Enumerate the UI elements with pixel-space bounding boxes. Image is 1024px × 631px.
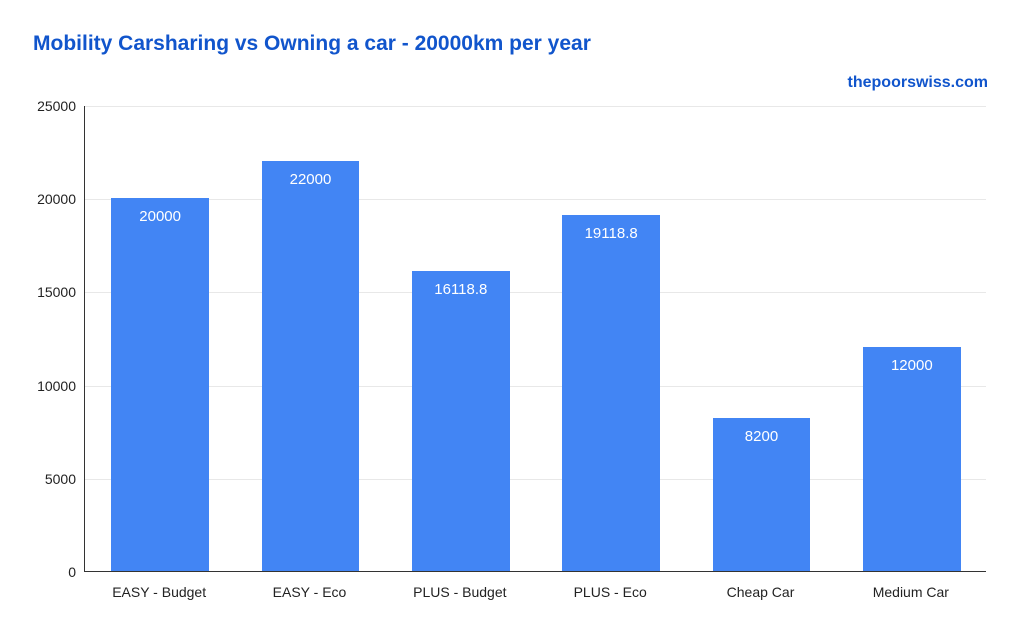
y-tick-label: 20000 <box>16 191 76 207</box>
gridline <box>85 386 986 387</box>
plot-area: 20000 22000 16118.8 19118.8 8200 12000 <box>84 106 986 572</box>
gridline <box>85 479 986 480</box>
gridline <box>85 199 986 200</box>
x-tick-label: Cheap Car <box>727 584 795 600</box>
x-tick-label: Medium Car <box>873 584 949 600</box>
x-tick-label: PLUS - Eco <box>574 584 647 600</box>
bar-value-label: 19118.8 <box>562 225 660 242</box>
bar-value-label: 12000 <box>863 357 961 374</box>
bar: 12000 <box>863 347 961 571</box>
y-tick-label: 25000 <box>16 98 76 114</box>
y-tick-label: 10000 <box>16 378 76 394</box>
x-tick-label: EASY - Eco <box>273 584 347 600</box>
gridline <box>85 292 986 293</box>
source-label: thepoorswiss.com <box>848 74 988 92</box>
bar-value-label: 16118.8 <box>412 281 510 298</box>
y-tick-label: 15000 <box>16 284 76 300</box>
x-tick-label: EASY - Budget <box>112 584 206 600</box>
bar-value-label: 20000 <box>111 208 209 225</box>
chart-title: Mobility Carsharing vs Owning a car - 20… <box>33 32 591 56</box>
bar: 16118.8 <box>412 271 510 571</box>
bar-value-label: 8200 <box>713 428 811 445</box>
y-tick-label: 0 <box>16 564 76 580</box>
gridline <box>85 106 986 107</box>
bar-value-label: 22000 <box>262 171 360 188</box>
y-tick-label: 5000 <box>16 471 76 487</box>
x-tick-label: PLUS - Budget <box>413 584 506 600</box>
bar: 22000 <box>262 161 360 571</box>
bar: 20000 <box>111 198 209 571</box>
bar: 19118.8 <box>562 215 660 571</box>
bar: 8200 <box>713 418 811 571</box>
